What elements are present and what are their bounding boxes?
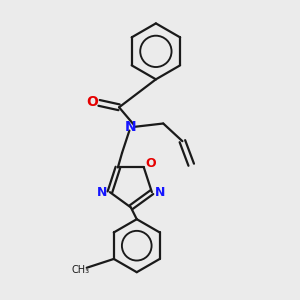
Text: O: O bbox=[87, 95, 98, 109]
Text: N: N bbox=[125, 120, 137, 134]
Text: CH₃: CH₃ bbox=[71, 265, 89, 275]
Text: N: N bbox=[96, 186, 107, 199]
Text: N: N bbox=[155, 186, 165, 199]
Text: O: O bbox=[145, 157, 156, 169]
